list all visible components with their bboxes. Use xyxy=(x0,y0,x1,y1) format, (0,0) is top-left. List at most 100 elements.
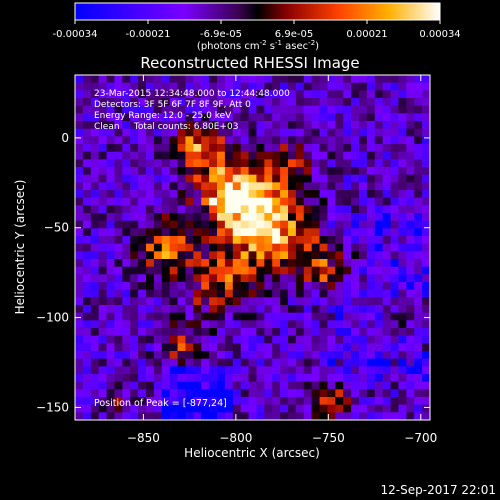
heatmap-cell xyxy=(280,289,289,298)
heatmap-cell xyxy=(201,274,210,283)
heatmap-cell xyxy=(161,312,171,321)
heatmap-cell xyxy=(359,366,368,375)
heatmap-cell xyxy=(390,297,399,306)
heatmap-cell xyxy=(90,251,100,260)
heatmap-cell xyxy=(161,266,171,275)
heatmap-cell xyxy=(288,374,297,383)
heatmap-cell xyxy=(280,220,289,229)
heatmap-cell xyxy=(161,113,171,122)
heatmap-cell xyxy=(248,335,257,344)
heatmap-cell xyxy=(288,236,297,245)
heatmap-cell xyxy=(193,213,202,222)
heatmap-cell xyxy=(382,105,391,114)
heatmap-cell xyxy=(98,305,107,314)
heatmap-cell xyxy=(98,297,107,306)
heatmap-cell xyxy=(319,343,328,352)
heatmap-cell xyxy=(130,105,139,114)
heatmap-cell xyxy=(185,282,194,291)
heatmap-cell xyxy=(217,259,226,268)
heatmap-cell xyxy=(146,251,155,260)
heatmap-cell xyxy=(161,220,171,229)
heatmap-cell xyxy=(138,182,147,191)
heatmap-cell xyxy=(295,358,305,367)
heatmap-cell xyxy=(382,213,391,222)
heatmap-cell xyxy=(295,128,305,137)
heatmap-cell xyxy=(390,243,399,252)
heatmap-cell xyxy=(106,197,115,206)
heatmap-cell xyxy=(398,282,407,291)
heatmap-cell xyxy=(272,351,281,360)
heatmap-cell xyxy=(319,320,328,329)
heatmap-cell xyxy=(122,305,131,314)
heatmap-cell xyxy=(185,389,194,398)
heatmap-cell xyxy=(153,335,163,344)
heatmap-cell xyxy=(185,159,194,168)
heatmap-cell xyxy=(327,105,336,114)
heatmap-cell xyxy=(232,389,242,398)
heatmap-cell xyxy=(114,282,123,291)
heatmap-cell xyxy=(224,159,234,168)
heatmap-cell xyxy=(146,105,155,114)
heatmap-cell xyxy=(75,320,84,329)
heatmap-cell xyxy=(374,251,384,260)
heatmap-cell xyxy=(351,259,360,268)
heatmap-cell xyxy=(335,366,344,375)
heatmap-cell xyxy=(288,251,297,260)
colorbar-unit: (photons cm-2 s-1 asec-2) xyxy=(197,39,319,52)
heatmap-cell xyxy=(406,75,415,84)
heatmap-cell xyxy=(414,105,423,114)
heatmap-cell xyxy=(406,351,415,360)
heatmap-cell xyxy=(146,282,155,291)
heatmap-cell xyxy=(98,389,107,398)
heatmap-cell xyxy=(209,213,218,222)
heatmap-cell xyxy=(303,197,313,206)
heatmap-cell xyxy=(248,397,257,406)
heatmap-image xyxy=(75,75,431,421)
heatmap-cell xyxy=(343,121,352,130)
heatmap-cell xyxy=(319,335,328,344)
heatmap-cell xyxy=(248,121,257,130)
heatmap-cell xyxy=(106,174,115,183)
heatmap-cell xyxy=(288,282,297,291)
heatmap-cell xyxy=(319,228,328,237)
heatmap-cell xyxy=(366,90,376,99)
heatmap-cell xyxy=(209,220,218,229)
heatmap-cell xyxy=(272,404,281,413)
heatmap-cell xyxy=(146,98,155,107)
heatmap-cell xyxy=(343,174,352,183)
heatmap-cell xyxy=(406,374,415,383)
heatmap-cell xyxy=(146,266,155,275)
heatmap-cell xyxy=(240,190,249,199)
heatmap-cell xyxy=(303,274,313,283)
heatmap-cell xyxy=(185,297,194,306)
heatmap-cell xyxy=(82,343,92,352)
heatmap-cell xyxy=(382,205,391,214)
heatmap-cell xyxy=(327,374,336,383)
heatmap-cell xyxy=(359,144,368,153)
heatmap-cell xyxy=(217,82,226,91)
heatmap-cell xyxy=(224,328,234,337)
heatmap-cell xyxy=(232,128,242,137)
heatmap-cell xyxy=(114,128,123,137)
heatmap-cell xyxy=(398,274,407,283)
heatmap-cell xyxy=(319,136,328,145)
heatmap-cell xyxy=(264,404,273,413)
heatmap-cell xyxy=(382,182,391,191)
heatmap-cell xyxy=(390,358,399,367)
heatmap-cell xyxy=(288,335,297,344)
heatmap-cell xyxy=(272,251,281,260)
heatmap-cell xyxy=(209,190,218,199)
heatmap-cell xyxy=(146,366,155,375)
heatmap-cell xyxy=(398,228,407,237)
heatmap-cell xyxy=(382,228,391,237)
heatmap-cell xyxy=(366,266,376,275)
heatmap-cell xyxy=(224,82,234,91)
heatmap-cell xyxy=(390,75,399,84)
y-tick-label: 0 xyxy=(61,131,69,145)
heatmap-cell xyxy=(75,305,84,314)
heatmap-cell xyxy=(146,358,155,367)
heatmap-cell xyxy=(224,167,234,176)
heatmap-cell xyxy=(256,98,265,107)
heatmap-cell xyxy=(169,243,178,252)
heatmap-cell xyxy=(153,144,163,153)
